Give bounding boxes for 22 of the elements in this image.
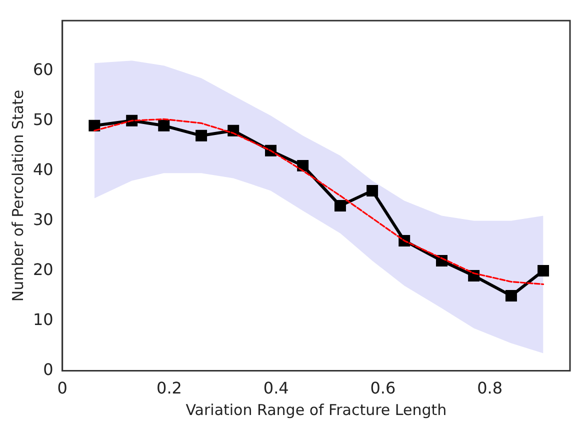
x-tick-label: 0.8 (477, 378, 503, 398)
y-tick-label: 30 (33, 210, 54, 229)
y-tick-label: 0 (43, 360, 54, 379)
y-axis-title: Number of Percolation State (8, 90, 27, 302)
y-tick-label: 20 (33, 260, 54, 279)
point (196, 130, 208, 142)
y-tick-label: 10 (33, 310, 54, 329)
y-tick-label: 40 (33, 160, 54, 179)
x-tick-label: 0.2 (156, 378, 182, 398)
point (505, 290, 517, 302)
x-axis-title: Variation Range of Fracture Length (186, 400, 447, 419)
point (88, 120, 100, 132)
point (334, 200, 346, 212)
point (297, 160, 309, 172)
x-tick-label: 0.4 (263, 378, 289, 398)
y-tick-label: 50 (33, 110, 54, 129)
x-tick-label: 0.6 (370, 378, 396, 398)
point (158, 120, 170, 132)
x-tick-label: 0 (57, 378, 68, 398)
point (538, 265, 550, 276)
point (366, 184, 378, 196)
y-tick-label: 60 (33, 60, 54, 79)
